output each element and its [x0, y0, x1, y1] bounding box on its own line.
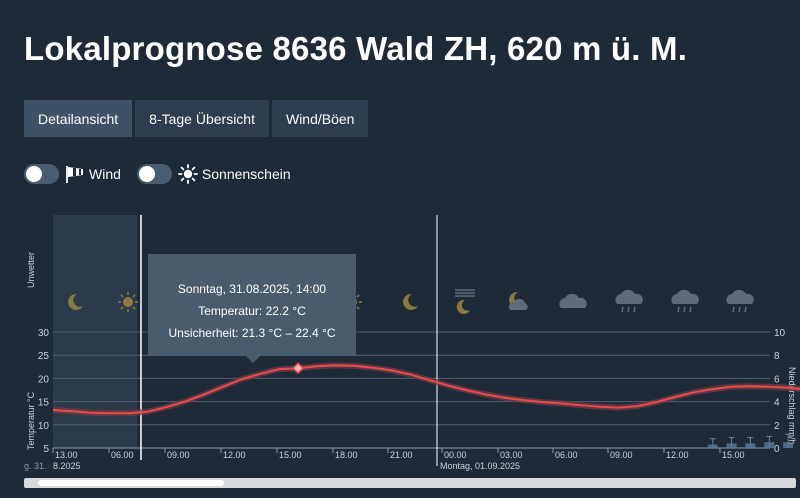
- scrollbar-thumb[interactable]: [38, 480, 224, 486]
- cloud-shape: [615, 289, 643, 304]
- y2-tick-label: 6: [774, 374, 780, 385]
- tooltip-uncertainty: Unsicherheit: 21.3 °C – 22.4 °C: [168, 326, 336, 340]
- date-label-year: 8.2025: [53, 461, 81, 471]
- cloud-shape: [509, 298, 528, 310]
- overlay-toggles: Wind Sonnenschein: [24, 164, 307, 184]
- tooltip-temperature: Temperatur: 22.2 °C: [198, 304, 306, 318]
- rain-drop: [738, 306, 741, 313]
- y-tick-label: 25: [38, 351, 50, 362]
- moon-cloud-icon: [509, 291, 528, 310]
- precip-bar: [707, 444, 718, 448]
- wind-switch[interactable]: [24, 164, 59, 184]
- cloud-rain-icon: [726, 289, 754, 313]
- page-title: Lokalprognose 8636 Wald ZH, 620 m ü. M.: [24, 30, 688, 67]
- x-tick-label: 15.00: [722, 450, 745, 460]
- y-tick-label: 5: [43, 444, 49, 455]
- x-tick-label: 13.00: [55, 450, 78, 460]
- moon-shape: [68, 293, 83, 310]
- windsock-icon: [66, 166, 83, 183]
- rain-drop: [677, 306, 680, 313]
- date-label-partial: g. 31.: [24, 461, 47, 471]
- moon-fog-icon: [455, 289, 475, 314]
- x-tick-label: 12.00: [223, 450, 246, 460]
- y2-tick-label: 2: [774, 421, 780, 432]
- tab-wind-boeen[interactable]: Wind/Böen: [271, 100, 369, 137]
- sun-ray: [356, 306, 360, 310]
- sun-ray: [120, 306, 124, 310]
- right-axis-label: Niederschlag mm/h: [787, 367, 797, 445]
- rain-drop: [633, 306, 636, 313]
- wind-toggle-label: Wind: [89, 166, 121, 182]
- y2-tick-label: 8: [774, 351, 780, 362]
- sun-icon: [118, 292, 138, 312]
- rain-drop: [683, 306, 686, 313]
- x-tick-label: 21.00: [390, 450, 413, 460]
- x-tick-label: 00.00: [444, 450, 467, 460]
- tab-8-tage-uebersicht[interactable]: 8-Tage Übersicht: [135, 100, 269, 137]
- sunshine-toggle[interactable]: Sonnenschein: [136, 164, 291, 184]
- moon-shape: [403, 293, 418, 310]
- y2-tick-label: 10: [774, 328, 786, 339]
- x-tick-label: 09.00: [167, 450, 190, 460]
- tooltip-date: Sonntag, 31.08.2025, 14:00: [177, 282, 327, 296]
- sun-ray: [132, 294, 136, 298]
- sun-core: [123, 297, 133, 307]
- cloud-rain-icon: [671, 289, 699, 313]
- rain-drop: [732, 306, 735, 313]
- temperature-line: [52, 364, 800, 415]
- precip-bar: [726, 443, 737, 448]
- unwetter-label: Unwetter: [26, 252, 36, 288]
- chart-scrollbar[interactable]: [24, 478, 796, 488]
- precip-bar: [764, 442, 775, 448]
- x-tick-label: 12.00: [666, 450, 689, 460]
- x-tick-label: 06.00: [555, 450, 578, 460]
- date-label-monday: Montag, 01.09.2025: [440, 461, 520, 471]
- rain-drop: [689, 306, 692, 313]
- y-tick-label: 10: [38, 421, 50, 432]
- sun-icon: [178, 164, 198, 184]
- left-axis-label: Temperatur °C: [26, 391, 36, 450]
- cloud-shape: [726, 289, 754, 304]
- y2-tick-label: 0: [774, 444, 780, 455]
- y2-tick-label: 4: [774, 398, 780, 409]
- sun-ray: [120, 294, 124, 298]
- y-tick-label: 15: [38, 398, 50, 409]
- moon-shape: [456, 299, 470, 314]
- y-tick-label: 20: [38, 374, 50, 385]
- precip-bar: [783, 442, 794, 448]
- sunshine-toggle-label: Sonnenschein: [201, 166, 291, 182]
- chart-tooltip: Sonntag, 31.08.2025, 14:00 Temperatur: 2…: [148, 254, 356, 363]
- rain-drop: [621, 306, 624, 313]
- cloud-shape: [671, 289, 699, 304]
- tab-detailansicht[interactable]: Detailansicht: [24, 100, 133, 137]
- view-tabs: Detailansicht 8-Tage Übersicht Wind/Böen: [24, 100, 369, 137]
- rain-drop: [627, 306, 630, 313]
- x-tick-label: 09.00: [610, 450, 633, 460]
- cloud-shape: [559, 293, 587, 308]
- precip-bar: [745, 443, 756, 448]
- x-tick-label: 06.00: [111, 450, 134, 460]
- rain-drop: [744, 306, 747, 313]
- cloud-rain-icon: [615, 289, 643, 313]
- x-tick-label: 18.00: [335, 450, 358, 460]
- y-tick-label: 30: [38, 328, 50, 339]
- temperature-uncertainty-band: [53, 362, 800, 417]
- x-tick-label: 03.00: [500, 450, 523, 460]
- hovered-point-marker: [291, 362, 305, 375]
- sun-ray: [356, 294, 360, 298]
- wind-toggle[interactable]: Wind: [24, 164, 121, 184]
- cloud-icon: [559, 293, 587, 308]
- sunshine-switch[interactable]: [136, 164, 172, 184]
- x-tick-label: 15.00: [279, 450, 302, 460]
- sun-ray: [132, 306, 136, 310]
- moon-icon: [403, 293, 418, 310]
- moon-icon: [68, 293, 83, 310]
